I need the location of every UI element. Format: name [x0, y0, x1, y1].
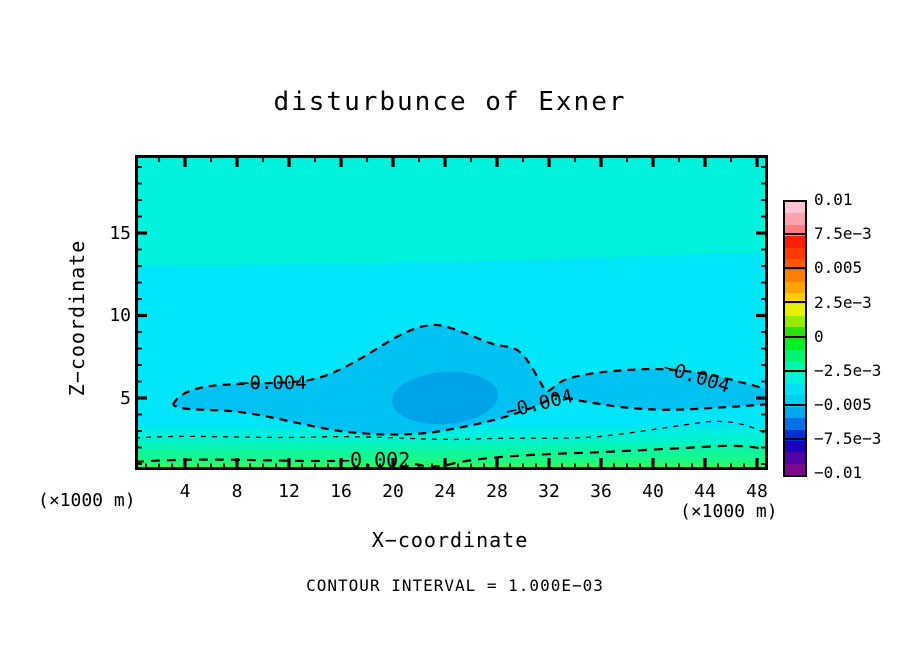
xtick-20: 20 [382, 481, 404, 502]
colorbar-label-7.5e-3: 7.5e−3 [814, 224, 872, 243]
xtick-28: 28 [486, 481, 508, 502]
xtick-44: 44 [694, 481, 716, 502]
x-axis-title: X−coordinate [371, 528, 529, 552]
ztick-5: 5 [120, 388, 131, 409]
xtick-4: 4 [179, 481, 191, 502]
colorbar-tick-line [783, 233, 807, 236]
fill-bottom-stripe [135, 463, 768, 470]
colorbar-band [785, 338, 805, 350]
colorbar-band [785, 384, 805, 396]
colorbar-label--2.5e-3: −2.5e−3 [814, 361, 882, 380]
fill-region-minus-0.005 [392, 371, 498, 425]
colorbar-band [785, 452, 805, 464]
x-unit-label-right: (×1000 m) [680, 501, 778, 522]
colorbar-band [785, 349, 805, 362]
chart-title: disturbunce of Exner [273, 87, 627, 117]
colorbar-band [785, 224, 805, 237]
isoline-minus-0.002 [135, 444, 768, 468]
colorbar-band [785, 236, 805, 248]
fill-bottom-stripe [135, 428, 768, 436]
contour-label-minus-0.004-left: −0.004 [238, 372, 307, 394]
colorbar-label--0.005: −0.005 [814, 395, 872, 414]
colorbar-band [785, 361, 805, 373]
colorbar-label-0.005: 0.005 [814, 258, 863, 277]
contour-interval-note: CONTOUR INTERVAL = 1.000E−03 [306, 576, 604, 595]
xtick-24: 24 [434, 481, 456, 502]
xtick-16: 16 [330, 481, 352, 502]
fill-bottom-stripes [135, 428, 768, 470]
colorbar-band [785, 281, 805, 293]
fill-upper-band [135, 155, 768, 265]
colorbar-label-0.01: 0.01 [814, 190, 853, 209]
colorbar-band [785, 270, 805, 282]
colorbar-label--7.5e-3: −7.5e−3 [814, 429, 882, 448]
colorbar-tick-line [783, 403, 807, 406]
colorbar-band [785, 406, 805, 419]
colorbar [783, 200, 807, 477]
colorbar-label-0: 0 [814, 327, 824, 346]
isoline-minus-0.004 [171, 323, 768, 436]
colorbar-band [785, 429, 805, 441]
colorbar-band [785, 372, 805, 384]
colorbar-band [785, 315, 805, 328]
contour-label-minus-0.002: −0.002 [338, 448, 411, 472]
x-unit-label-left: (×1000 m) [38, 490, 136, 511]
z-axis-title: Z−coordinate [65, 239, 89, 397]
xtick-32: 32 [538, 481, 560, 502]
colorbar-band [785, 247, 805, 259]
colorbar-tick-line [783, 301, 807, 304]
colorbar-band [785, 395, 805, 407]
fill-bottom-stripe [135, 450, 768, 457]
ztick-10: 10 [109, 305, 131, 326]
colorbar-tick-line [783, 369, 807, 372]
colorbar-band [785, 327, 805, 339]
xtick-8: 8 [231, 481, 243, 502]
colorbar-tick-line [783, 267, 807, 270]
colorbar-tick-line [783, 437, 807, 440]
colorbar-label-2.5e-3: 2.5e−3 [814, 293, 872, 312]
xtick-12: 12 [278, 481, 300, 502]
xtick-48: 48 [746, 481, 768, 502]
colorbar-band [785, 202, 805, 214]
isoline-minus-0.003 [135, 420, 768, 441]
colorbar-band [785, 440, 805, 453]
xtick-36: 36 [590, 481, 612, 502]
colorbar-band [785, 213, 805, 225]
colorbar-band [785, 463, 805, 475]
colorbar-band [785, 293, 805, 305]
contour-plot-area [135, 155, 768, 470]
ztick-15: 15 [109, 223, 131, 244]
colorbar-band [785, 418, 805, 430]
colorbar-tick-line [783, 335, 807, 338]
xtick-40: 40 [642, 481, 664, 502]
fill-bottom-stripe [135, 457, 768, 463]
fill-bottom-stripe [135, 436, 768, 443]
colorbar-label--0.01: −0.01 [814, 463, 863, 482]
plot-border [135, 155, 768, 470]
colorbar-band [785, 258, 805, 271]
colorbar-band [785, 304, 805, 316]
fill-bottom-stripe [135, 443, 768, 450]
